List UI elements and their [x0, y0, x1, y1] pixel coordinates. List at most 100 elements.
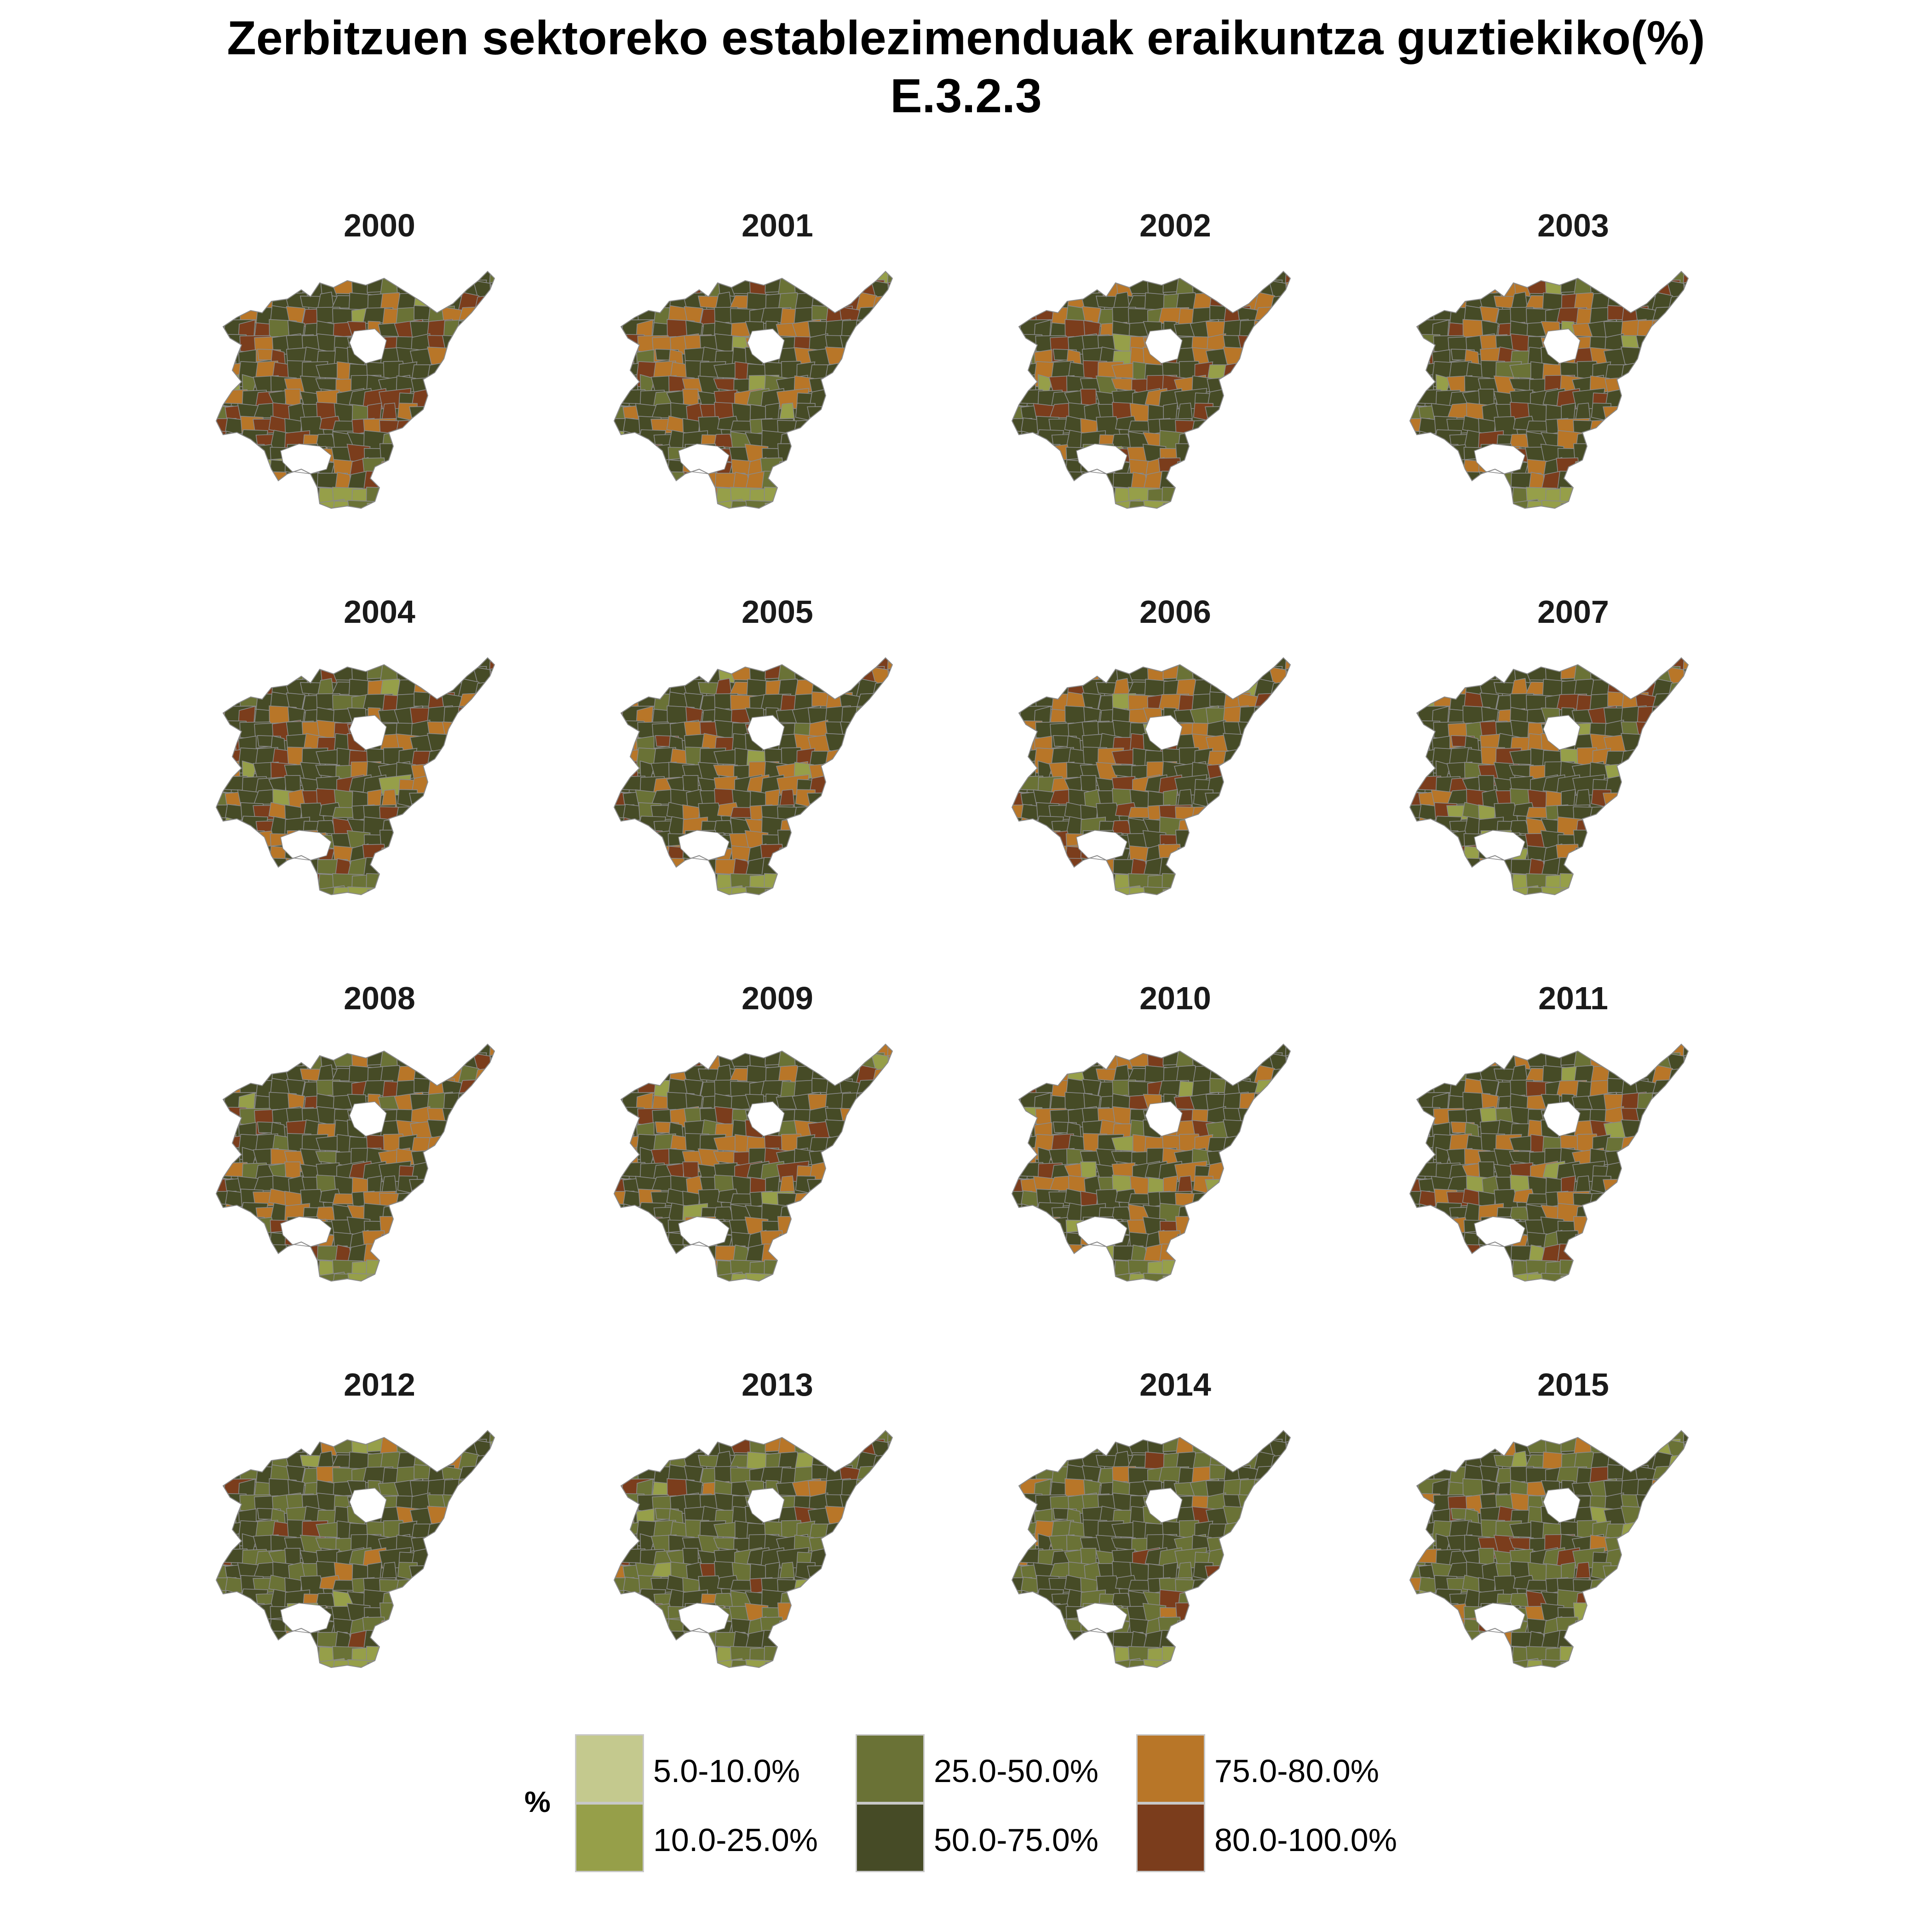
municipality [1621, 658, 1644, 677]
municipality [1618, 1162, 1649, 1179]
municipality [1509, 362, 1534, 379]
municipality [1283, 516, 1305, 531]
municipality [1652, 1108, 1677, 1134]
municipality [1494, 271, 1518, 283]
municipality [1684, 1064, 1688, 1092]
municipality [488, 1660, 494, 1668]
municipality [1683, 271, 1688, 289]
municipality [1221, 498, 1253, 508]
municipality [1253, 1178, 1280, 1198]
municipality [1637, 1285, 1663, 1306]
municipality [440, 271, 470, 289]
municipality [1668, 789, 1685, 807]
municipality [1650, 774, 1671, 799]
municipality [489, 875, 494, 891]
municipality [839, 872, 865, 892]
municipality [1067, 889, 1089, 895]
municipality [491, 432, 494, 457]
municipality [409, 271, 437, 293]
municipality [638, 1230, 663, 1248]
map-panel-2003: 2003 [1366, 207, 1780, 557]
municipality [410, 1288, 441, 1306]
municipality [487, 1148, 494, 1171]
municipality [777, 1245, 804, 1267]
map-panel-2012: 2012 [172, 1366, 586, 1716]
municipality [614, 721, 632, 746]
municipality [488, 748, 494, 774]
municipality [1635, 403, 1661, 425]
municipality [238, 484, 264, 502]
municipality [216, 1534, 233, 1552]
municipality [1410, 1121, 1426, 1142]
municipality [623, 658, 650, 675]
municipality [1254, 1191, 1280, 1219]
municipality [856, 805, 882, 832]
municipality [1236, 845, 1268, 867]
municipality [223, 843, 248, 866]
municipality [1685, 432, 1688, 457]
municipality [255, 664, 283, 683]
municipality [1416, 500, 1438, 508]
municipality [1019, 1261, 1050, 1274]
municipality [1622, 1245, 1639, 1271]
municipality [1255, 900, 1279, 919]
municipality [1589, 1216, 1608, 1237]
municipality [614, 348, 630, 369]
municipality [869, 417, 892, 437]
municipality [1267, 446, 1290, 472]
municipality [614, 734, 630, 756]
municipality [614, 271, 625, 284]
municipality [473, 1082, 490, 1106]
municipality [426, 1149, 453, 1168]
municipality [1637, 512, 1663, 534]
municipality [253, 1644, 280, 1668]
municipality [1205, 792, 1236, 816]
municipality [874, 1534, 892, 1552]
municipality [1634, 271, 1664, 289]
municipality [1223, 271, 1246, 290]
municipality [614, 1217, 626, 1236]
municipality [887, 1051, 892, 1069]
municipality [472, 1122, 494, 1147]
municipality [1604, 1233, 1630, 1255]
map-hole [1543, 1101, 1581, 1137]
municipality [1269, 309, 1286, 333]
municipality [300, 271, 325, 283]
map-panel-2004: 2004 [172, 593, 586, 943]
municipality [1620, 415, 1643, 439]
municipality [808, 460, 834, 482]
municipality [621, 1230, 646, 1253]
municipality [1012, 658, 1023, 670]
municipality [1681, 1289, 1702, 1304]
municipality [1236, 1189, 1268, 1213]
municipality [1462, 471, 1495, 491]
municipality [620, 886, 643, 895]
municipality [822, 389, 853, 407]
municipality [1035, 844, 1061, 862]
municipality [635, 472, 664, 491]
municipality [1670, 816, 1688, 842]
municipality [1431, 859, 1460, 877]
municipality [807, 874, 835, 894]
municipality [1053, 658, 1068, 674]
municipality [1449, 1290, 1472, 1306]
municipality [1665, 417, 1688, 437]
municipality [1619, 1271, 1651, 1281]
municipality [614, 1520, 635, 1546]
municipality [351, 902, 374, 920]
municipality [1175, 516, 1206, 534]
municipality [809, 1535, 842, 1552]
municipality [1478, 1044, 1502, 1057]
municipality [488, 1675, 509, 1690]
municipality [1681, 457, 1688, 481]
municipality [1221, 1149, 1248, 1168]
municipality [216, 845, 226, 868]
municipality [698, 1044, 723, 1056]
municipality [1204, 446, 1236, 460]
municipality [1605, 1271, 1633, 1281]
municipality [271, 502, 293, 508]
municipality [1285, 665, 1290, 683]
municipality [1067, 513, 1086, 534]
municipality [1017, 1244, 1040, 1272]
municipality [638, 1431, 664, 1443]
